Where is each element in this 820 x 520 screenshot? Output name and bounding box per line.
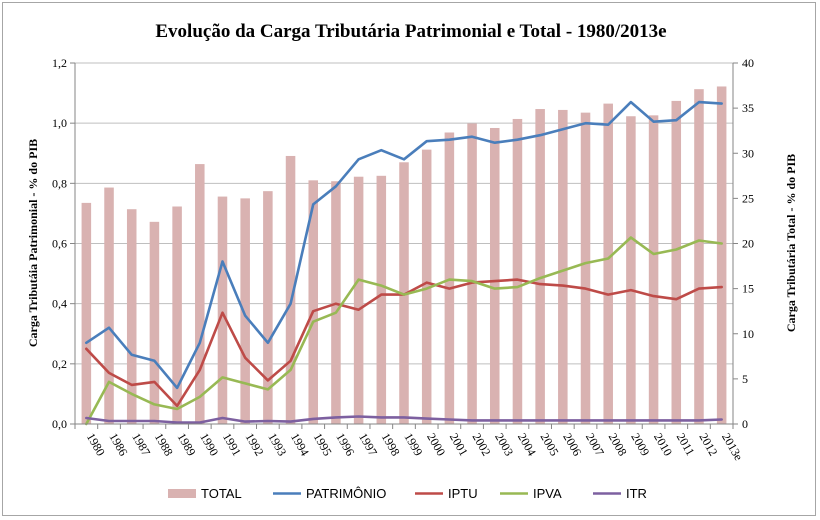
x-tick-label: 2009 [628, 431, 652, 459]
line-itr [85, 415, 724, 424]
bar-total [104, 187, 114, 424]
x-tick-label: 2002 [469, 431, 493, 459]
bar-total [285, 155, 296, 424]
x-tick-label: 2000 [424, 431, 448, 459]
bar-total [421, 149, 432, 424]
left-tick-label: 0,6 [52, 237, 67, 251]
left-tick-label: 1,2 [52, 56, 67, 70]
right-tick-label: 0 [742, 417, 748, 431]
bar-total [716, 86, 727, 424]
bar-total [580, 112, 591, 424]
right-tick-label: 35 [742, 101, 754, 115]
x-tick-label: 2013e [719, 431, 746, 463]
bar-total [512, 118, 523, 424]
x-tick-label: 1991 [220, 431, 244, 459]
bar-total [195, 164, 205, 424]
bar-series-total [81, 86, 727, 425]
x-tick-label: 1989 [175, 431, 199, 459]
left-tick-label: 0,4 [52, 297, 67, 311]
legend-label: PATRIMÔNIO [306, 486, 386, 501]
bar-total [444, 132, 455, 424]
line-series [85, 100, 724, 426]
bar-total [648, 115, 659, 424]
x-tick-label: 1987 [129, 431, 153, 459]
line-patrimonio [85, 100, 724, 390]
right-tick-label: 25 [742, 191, 754, 205]
bar-total [694, 89, 704, 425]
x-tick-label: 1995 [311, 431, 335, 459]
bar-total [558, 109, 568, 425]
bar-total [126, 209, 137, 424]
left-axis-label: Carga Tributáia Patrimonial - % do PIB [26, 139, 40, 347]
bar-total [81, 202, 92, 424]
x-tick-label: 2007 [583, 431, 607, 459]
legend: TOTAL PATRIMÔNIO IPTU IPVA ITR [168, 486, 647, 501]
chart-svg: Evolução da Carga Tributária Patrimonial… [26, 21, 798, 501]
bar-total [263, 191, 273, 424]
bar-total [535, 109, 545, 424]
x-tick-label: 1993 [265, 431, 289, 459]
x-tick-label: 1994 [288, 431, 312, 459]
x-tick-label: 2011 [674, 431, 698, 458]
left-tick-label: 0,2 [52, 357, 67, 371]
x-tick-label: 1992 [243, 431, 267, 459]
right-tick-label: 30 [742, 146, 754, 160]
x-tick-label: 1980 [84, 431, 108, 459]
legend-label: IPVA [533, 486, 562, 501]
right-axis-label: Carga Tributária Total - % do PIB [784, 154, 798, 332]
bar-total [603, 103, 613, 425]
x-tick-label: 2010 [651, 431, 675, 459]
x-tick-label: 2003 [492, 431, 516, 459]
right-tick-label: 15 [742, 282, 754, 296]
left-axis-ticks: 0,0 0,2 0,4 0,6 0,8 1,0 1,2 [52, 56, 75, 431]
x-tick-label: 2006 [560, 431, 584, 459]
x-tick-label: 2005 [538, 431, 562, 459]
x-tick-label: 1988 [152, 431, 176, 459]
x-tick-label: 2008 [606, 431, 630, 459]
bar-total [467, 123, 477, 424]
x-tick-label: 1999 [401, 431, 425, 459]
x-tick-label: 1996 [333, 431, 357, 459]
chart-title: Evolução da Carga Tributária Patrimonial… [155, 21, 666, 42]
legend-label: TOTAL [201, 486, 242, 501]
left-tick-label: 1,0 [52, 116, 67, 130]
x-tick-label: 2004 [515, 431, 539, 459]
x-tick-label: 1986 [106, 431, 130, 459]
bar-total [626, 116, 636, 424]
x-tick-label: 1998 [379, 431, 403, 459]
x-tick-label: 1990 [197, 431, 221, 459]
right-tick-label: 5 [742, 372, 748, 386]
right-axis-ticks: 0 5 10 15 20 25 30 35 40 [733, 56, 754, 431]
x-tick-label: 2012 [696, 431, 720, 459]
x-tick-label: 1997 [356, 431, 380, 459]
legend-label: ITR [626, 486, 647, 501]
left-tick-label: 0,8 [52, 176, 67, 190]
bar-total [217, 196, 228, 424]
right-tick-label: 40 [742, 56, 754, 70]
legend-label: IPTU [448, 486, 478, 501]
bar-total [489, 127, 500, 424]
right-tick-label: 10 [742, 327, 754, 341]
bar-total [308, 180, 319, 424]
bar-total [149, 221, 160, 424]
bar-total [353, 176, 364, 424]
x-axis-ticks: 1980198619871988198919901991199219931994… [74, 424, 746, 463]
bar-total [376, 175, 387, 424]
bar-total [671, 100, 682, 424]
bar-total [240, 198, 250, 424]
legend-swatch-total [168, 489, 196, 498]
left-tick-label: 0,0 [52, 417, 67, 431]
line-ipva [85, 236, 724, 426]
bar-total [172, 206, 182, 424]
x-tick-label: 2001 [447, 431, 471, 459]
right-tick-label: 20 [742, 237, 754, 251]
